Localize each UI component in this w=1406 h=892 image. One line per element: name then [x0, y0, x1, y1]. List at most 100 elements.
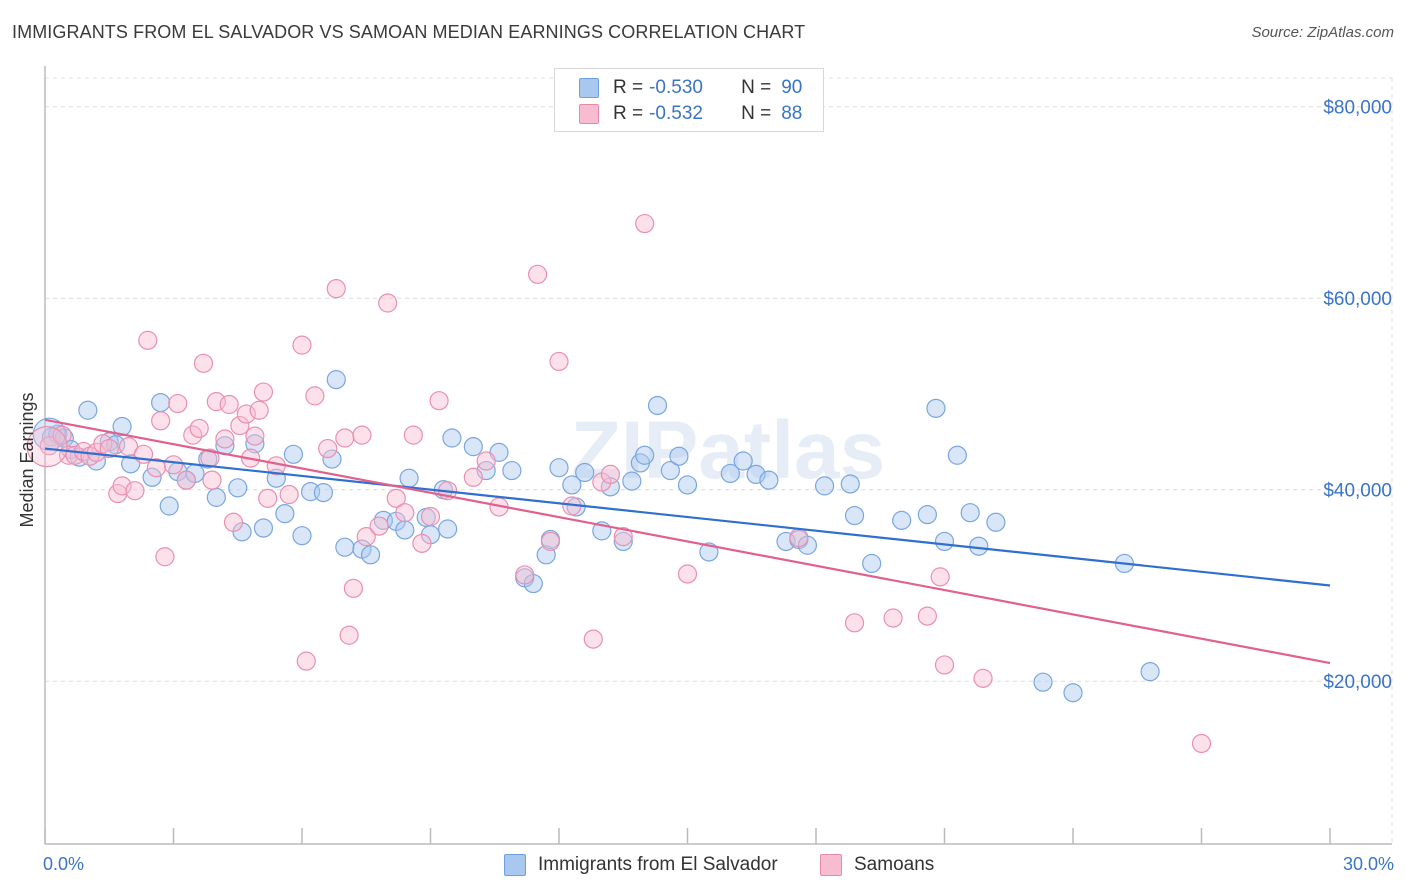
- blue-point: [245, 434, 265, 454]
- legend-row-blue: R = -0.530 N = 90: [579, 76, 802, 100]
- blue-point: [926, 398, 946, 418]
- y-axis-label: Median Earnings: [17, 392, 37, 527]
- blue-point: [502, 460, 522, 481]
- blue-point: [360, 545, 381, 565]
- blue-point: [814, 476, 835, 496]
- pink-point: [934, 655, 955, 675]
- pink-point: [52, 425, 72, 445]
- pink-point: [125, 481, 145, 501]
- pink-trend-line: [44, 418, 1331, 665]
- blue-point: [151, 392, 171, 413]
- blue-point: [142, 467, 162, 487]
- pink-point: [245, 426, 265, 446]
- pink-point: [118, 437, 139, 457]
- bottom-legend-label-pink: Samoans: [854, 854, 935, 875]
- bottom-legend-pink: Samoans: [820, 853, 934, 877]
- pink-point: [613, 527, 633, 547]
- pink-point: [403, 425, 423, 445]
- blue-point: [442, 428, 462, 448]
- blue-point: [313, 482, 334, 503]
- blue-point: [562, 475, 582, 495]
- pink-point: [202, 470, 222, 490]
- blue-point: [275, 504, 295, 524]
- blue-point: [335, 537, 355, 557]
- pink-point: [26, 426, 68, 468]
- pink-point: [395, 503, 415, 523]
- pink-point: [343, 578, 363, 598]
- pink-point: [476, 451, 496, 471]
- blue-point: [78, 400, 98, 420]
- pink-point: [189, 418, 209, 439]
- legend-n-value: 90: [781, 77, 803, 98]
- blue-point: [677, 475, 698, 495]
- legend-row-pink: R = -0.532 N = 88: [579, 102, 802, 126]
- pink-point: [219, 394, 239, 415]
- blue-point: [862, 553, 882, 574]
- pink-point: [386, 488, 406, 508]
- blue-point: [326, 370, 346, 390]
- blue-point: [159, 496, 179, 516]
- blue-point: [283, 444, 304, 464]
- pink-point: [279, 484, 299, 505]
- pink-point: [356, 527, 376, 547]
- blue-point: [228, 478, 248, 498]
- blue-point: [986, 512, 1006, 532]
- pink-point: [296, 651, 316, 671]
- blue-point: [669, 446, 689, 466]
- pink-point: [378, 293, 398, 313]
- blue-point: [699, 542, 719, 562]
- pink-point: [112, 476, 132, 496]
- blue-point: [622, 471, 642, 491]
- pink-point: [163, 455, 184, 475]
- pink-point: [1191, 733, 1212, 754]
- blue-point: [947, 445, 967, 465]
- blue-point: [660, 460, 680, 481]
- blue-point: [438, 519, 458, 539]
- pink-point: [253, 382, 274, 402]
- pink-point: [335, 428, 355, 448]
- y-tick-label: $40,000: [1323, 481, 1392, 502]
- legend-r-value: -0.532: [649, 103, 703, 124]
- bottom-legend-swatch-pink: [820, 854, 842, 876]
- pink-point: [463, 467, 483, 487]
- pink-point: [305, 386, 325, 406]
- pink-point: [635, 213, 655, 234]
- blue-point: [1140, 662, 1160, 682]
- y-tick-label: $60,000: [1323, 289, 1392, 310]
- pink-point: [420, 506, 441, 527]
- pink-point: [236, 404, 256, 424]
- blue-point: [292, 526, 312, 546]
- y-tick-label: $20,000: [1323, 672, 1392, 693]
- blue-point: [892, 510, 912, 530]
- pink-point: [844, 613, 865, 633]
- blue-trend-line: [44, 447, 1331, 587]
- legend-r-label: R =: [613, 77, 644, 98]
- blue-point: [395, 520, 415, 540]
- legend-n-label: N =: [741, 103, 772, 124]
- pink-point: [318, 438, 338, 459]
- pink-point: [99, 438, 119, 459]
- pink-point: [973, 668, 993, 688]
- pink-point: [168, 393, 188, 414]
- blue-point: [759, 470, 779, 490]
- pink-point: [292, 335, 312, 355]
- blue-point: [960, 503, 980, 523]
- blue-point: [635, 445, 655, 465]
- legend-n-value: 88: [781, 103, 803, 124]
- pink-point: [339, 625, 359, 645]
- y-tick-label: $80,000: [1323, 98, 1392, 119]
- legend-box: R = -0.530 N = 90 R = -0.532 N = 88: [554, 68, 824, 132]
- pink-point: [352, 425, 372, 445]
- pink-point: [223, 512, 244, 532]
- pink-point: [549, 351, 569, 372]
- pink-point: [883, 608, 903, 628]
- blue-point: [575, 462, 595, 483]
- bottom-legend-blue: Immigrants from El Salvador: [504, 853, 778, 877]
- blue-point: [720, 463, 740, 484]
- pink-point: [917, 606, 937, 626]
- pink-point: [600, 464, 621, 485]
- pink-point: [215, 429, 235, 449]
- blue-point: [322, 449, 342, 469]
- blue-point: [934, 531, 955, 552]
